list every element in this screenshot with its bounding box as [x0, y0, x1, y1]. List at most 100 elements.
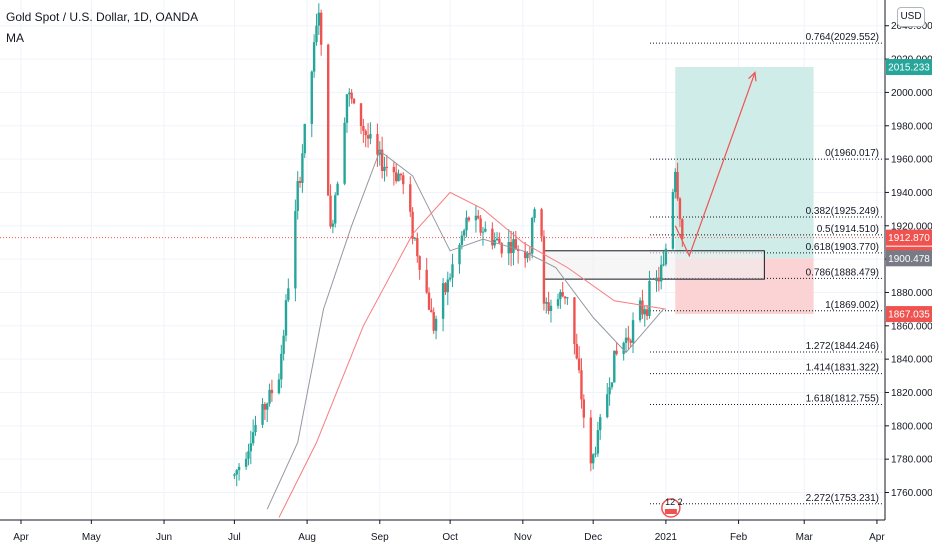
time-axis-label: Apr [13, 532, 29, 543]
candle-body [254, 424, 257, 433]
candle-body [418, 256, 421, 270]
candle-body [237, 466, 241, 471]
candle-body [380, 149, 384, 172]
candle-body [402, 175, 405, 185]
candle-body [484, 228, 487, 232]
candle-body [266, 403, 269, 410]
time-axis-label: Sep [371, 532, 389, 543]
time-axis-bg [0, 520, 932, 550]
candle-body [282, 335, 285, 354]
candle-body [591, 454, 595, 464]
time-axis-label: May [82, 532, 101, 543]
price-axis-label: 1760.000 [891, 488, 932, 499]
fib-level-label: 0(1960.017) [825, 148, 879, 159]
candle-body [531, 217, 534, 254]
event-marker-flag [664, 509, 677, 514]
fib-level-label: 2.272(1753.231) [806, 493, 879, 504]
candle-body [397, 173, 400, 182]
candle-body [430, 309, 433, 313]
candle-body [343, 122, 346, 184]
candle-body [280, 353, 283, 380]
candle-body [523, 251, 527, 259]
time-axis-label: Apr [869, 532, 885, 543]
candle-body [648, 281, 651, 316]
stop-price-badge-bg [886, 306, 932, 323]
candle-body [643, 309, 646, 315]
time-axis-label: Dec [584, 532, 602, 543]
time-axis-label: Oct [442, 532, 458, 543]
stop-price-badge: 1867.035 [888, 310, 930, 321]
candle-body [575, 343, 578, 359]
candle-body [411, 211, 414, 239]
candle-body [573, 297, 576, 344]
candle-body [317, 12, 321, 26]
candle-body [606, 394, 609, 418]
candle-body [514, 239, 517, 250]
candle-body [395, 172, 398, 182]
candle-body [359, 103, 363, 127]
candle-body [495, 238, 499, 241]
candle-body [678, 198, 682, 220]
candle-body [334, 195, 337, 224]
candle-body [610, 382, 614, 388]
time-axis-label: Feb [730, 532, 748, 543]
current-price-badge: 1912.870 [888, 233, 930, 244]
price-axis-label: 1960.000 [891, 155, 932, 166]
candle-body [460, 235, 464, 245]
currency-button[interactable]: USD [897, 7, 925, 27]
candle-body [657, 277, 661, 282]
candle-body [542, 236, 546, 304]
candle-body [369, 134, 372, 139]
candle-body [392, 166, 396, 173]
candle-body [413, 237, 417, 239]
candle-body [615, 350, 618, 354]
candle-body [559, 292, 562, 300]
price-axis-label: 1980.000 [891, 121, 932, 132]
time-axis-label: Aug [298, 532, 316, 543]
candle-body [287, 288, 290, 301]
candle-body [446, 279, 449, 293]
candle-body [627, 337, 630, 341]
candle-body [385, 166, 389, 168]
price-axis-label: 1880.000 [891, 288, 932, 299]
candle-body [432, 312, 435, 331]
candle-body [681, 219, 684, 239]
candle-body [662, 264, 665, 266]
candle-body [622, 342, 625, 354]
candle-body [512, 239, 515, 253]
candle-body [479, 218, 482, 233]
candle-body [336, 183, 339, 196]
candle-body [383, 166, 386, 172]
forecast-arrow-head [748, 71, 757, 82]
candle-body [348, 92, 351, 95]
candle-body [589, 417, 593, 464]
candle-body [674, 171, 677, 193]
candle-body [352, 98, 356, 104]
candle-body [507, 241, 510, 254]
candle-body [465, 217, 468, 231]
candle-body [268, 389, 271, 404]
candle-body [244, 458, 248, 467]
candle-body [655, 277, 658, 282]
fib-level-label: 1.414(1831.322) [806, 363, 879, 374]
candle-body [263, 404, 267, 410]
target-zone [675, 67, 814, 259]
price-axis-label: 1860.000 [891, 321, 932, 332]
candle-body [631, 320, 635, 343]
candle-body [596, 430, 600, 454]
candle-body [451, 264, 454, 278]
candle-body [251, 432, 255, 444]
indicator-label[interactable]: MA [6, 31, 24, 45]
candle-body [641, 300, 644, 315]
candle-body [563, 296, 567, 299]
moving-average-line [266, 149, 664, 510]
candle-body [582, 399, 585, 418]
candle-body [270, 389, 274, 394]
symbol-title: Gold Spot / U.S. Dollar, 1D, OANDA [6, 10, 199, 24]
candle-body [350, 92, 353, 99]
candle-body [547, 302, 550, 311]
price-axis-label: 1800.000 [891, 421, 932, 432]
candle-body [556, 299, 560, 306]
